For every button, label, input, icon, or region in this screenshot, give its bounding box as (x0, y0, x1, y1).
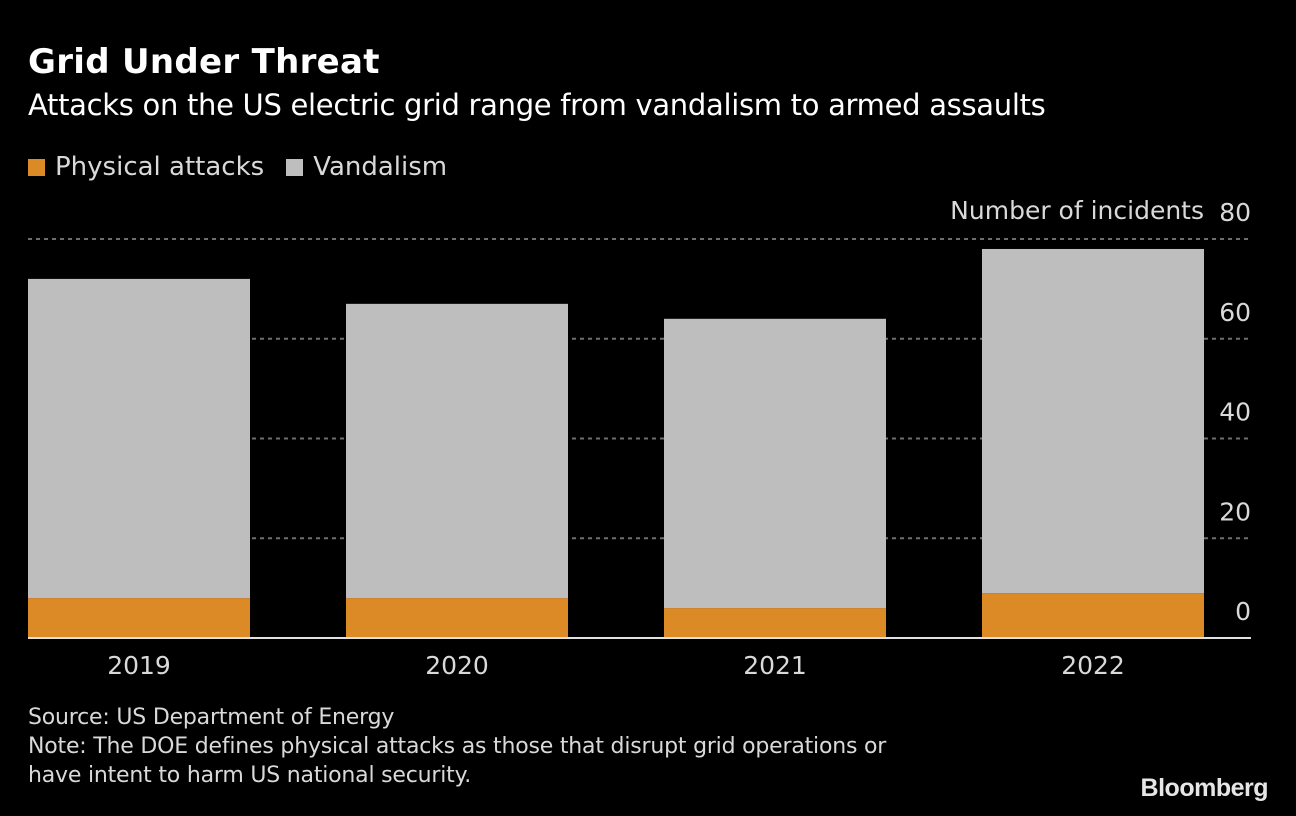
bar-vandalism-2019 (28, 278, 250, 599)
source-note: Source: US Department of Energy (28, 705, 395, 730)
y-tick-label: 80 (1219, 198, 1251, 227)
bar-physical-attacks-2021 (664, 608, 886, 638)
y-axis-ticks: 0 20 40 60 80 (1219, 198, 1251, 626)
bar-physical-attacks-2020 (346, 598, 568, 638)
x-axis-ticks: 2019 2020 2021 2022 (107, 651, 1125, 680)
legend-label-physical-attacks: Physical attacks (55, 152, 265, 182)
y-axis-label: Number of incidents (950, 196, 1204, 225)
legend-item-physical-attacks: Physical attacks (28, 150, 264, 184)
legend-item-vandalism: Vandalism (286, 150, 447, 184)
x-tick-label: 2019 (107, 651, 171, 680)
bar-physical-attacks-2019 (28, 598, 250, 638)
y-tick-label: 0 (1235, 597, 1251, 626)
y-tick-label: 20 (1219, 497, 1251, 526)
x-tick-label: 2022 (1061, 651, 1125, 680)
bar-vandalism-2022 (982, 248, 1204, 594)
x-tick-label: 2020 (425, 651, 489, 680)
x-tick-label: 2021 (743, 651, 807, 680)
y-tick-label: 40 (1219, 398, 1251, 427)
note-line-1: Note: The DOE defines physical attacks a… (28, 734, 887, 759)
legend: Physical attacks Vandalism (28, 150, 469, 184)
legend-swatch-vandalism (286, 158, 304, 176)
legend-label-vandalism: Vandalism (313, 152, 448, 182)
bars (28, 248, 1204, 638)
chart-title: Grid Under Threat (28, 42, 380, 82)
bar-vandalism-2021 (664, 318, 886, 609)
note-line-2: have intent to harm US national security… (28, 763, 472, 788)
bar-physical-attacks-2022 (982, 593, 1204, 638)
bloomberg-logo: Bloomberg (1140, 774, 1269, 802)
chart-subtitle: Attacks on the US electric grid range fr… (28, 88, 1046, 122)
footer: Source: US Department of Energy Note: Th… (28, 703, 886, 790)
bar-vandalism-2020 (346, 303, 568, 599)
legend-swatch-physical-attacks (28, 158, 45, 176)
y-tick-label: 60 (1219, 298, 1251, 327)
